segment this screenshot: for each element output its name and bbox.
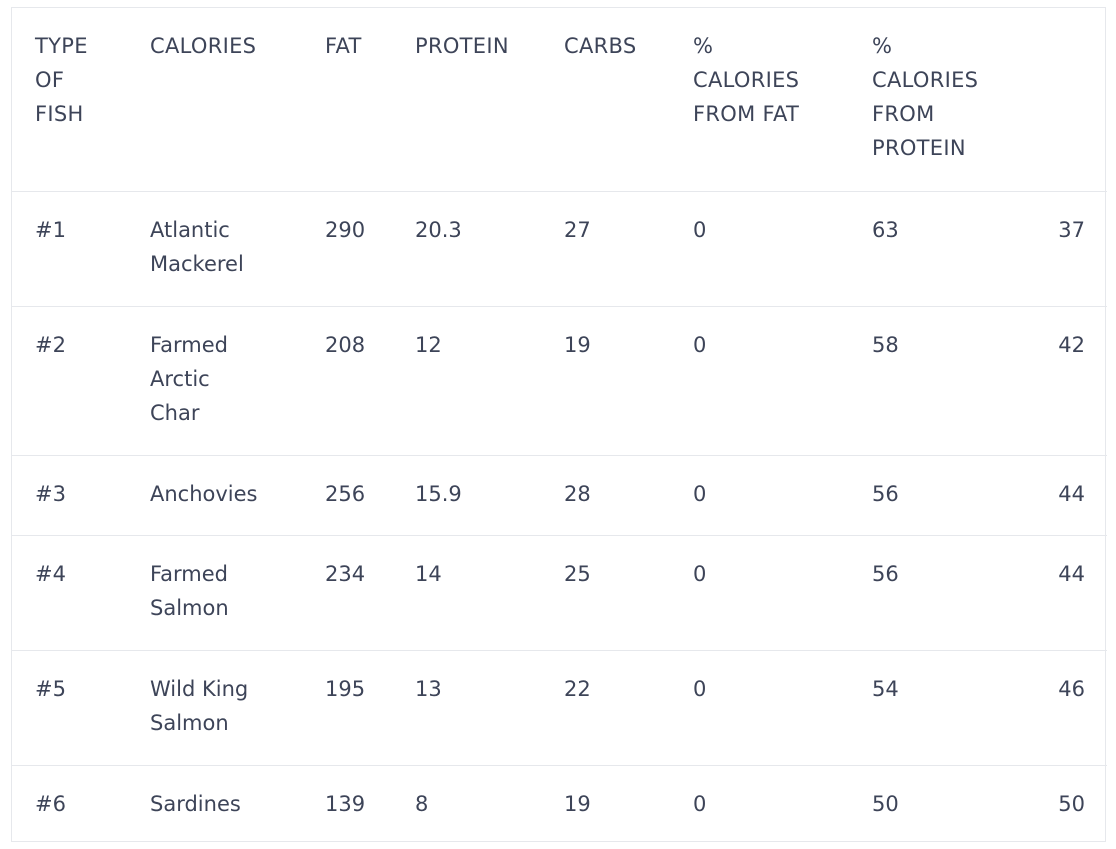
cell-value: 63 (872, 217, 899, 242)
cell-rank: #4 (35, 561, 66, 586)
cell-value: 290 (325, 217, 366, 242)
cell-value: 25 (564, 561, 591, 586)
cell-value: 46 (1058, 676, 1085, 701)
cell-value: 208 (325, 332, 366, 357)
cell-value: 44 (1058, 481, 1085, 506)
cell-fish-name: Sardines (150, 791, 241, 816)
cell-value: 22 (564, 676, 591, 701)
header-pct-calories-from-fat: % CALORIES FROM FAT (693, 34, 800, 126)
cell-value: 15.9 (415, 481, 462, 506)
cell-value: 14 (415, 561, 442, 586)
cell-value: 37 (1058, 217, 1085, 242)
cell-value: 0 (693, 791, 707, 816)
header-type-of-fish: TYPE OF FISH (35, 34, 88, 126)
header-fat: FAT (325, 34, 362, 58)
header-empty (997, 8, 1107, 191)
cell-value: 0 (693, 332, 707, 357)
cell-value: 44 (1058, 561, 1085, 586)
cell-value: 0 (693, 561, 707, 586)
cell-rank: #5 (35, 676, 66, 701)
cell-rank: #1 (35, 217, 66, 242)
cell-value: 19 (564, 332, 591, 357)
cell-value: 42 (1058, 332, 1085, 357)
header-carbs: CARBS (564, 34, 637, 58)
cell-value: 56 (872, 481, 899, 506)
cell-fish-name: Wild King Salmon (150, 676, 249, 735)
header-calories: CALORIES (150, 34, 257, 58)
cell-value: 13 (415, 676, 442, 701)
table-header-row: TYPE OF FISH CALORIES FAT PROTEIN CARBS … (12, 8, 1107, 191)
cell-rank: #6 (35, 791, 66, 816)
table-row: #6 Sardines 139 8 19 0 50 50 (12, 765, 1107, 843)
cell-value: 12 (415, 332, 442, 357)
header-pct-calories-from-protein: % CALORIES FROM PROTEIN (872, 34, 979, 160)
cell-value: 50 (872, 791, 899, 816)
cell-value: 139 (325, 791, 366, 816)
cell-value: 195 (325, 676, 366, 701)
cell-value: 28 (564, 481, 591, 506)
cell-value: 20.3 (415, 217, 462, 242)
cell-value: 0 (693, 217, 707, 242)
cell-value: 19 (564, 791, 591, 816)
cell-fish-name: Farmed Arctic Char (150, 332, 228, 425)
table-row: #1 Atlantic Mackerel 290 20.3 27 0 63 37 (12, 191, 1107, 306)
cell-value: 8 (415, 791, 429, 816)
cell-rank: #3 (35, 481, 66, 506)
cell-value: 56 (872, 561, 899, 586)
cell-rank: #2 (35, 332, 66, 357)
cell-fish-name: Atlantic Mackerel (150, 217, 244, 276)
table-row: #4 Farmed Salmon 234 14 25 0 56 44 (12, 535, 1107, 650)
cell-value: 27 (564, 217, 591, 242)
header-protein: PROTEIN (415, 34, 509, 58)
cell-value: 58 (872, 332, 899, 357)
fish-nutrition-table: TYPE OF FISH CALORIES FAT PROTEIN CARBS … (12, 8, 1107, 843)
cell-fish-name: Anchovies (150, 481, 258, 506)
fish-nutrition-table-container: TYPE OF FISH CALORIES FAT PROTEIN CARBS … (11, 7, 1107, 843)
table-row: #2 Farmed Arctic Char 208 12 19 0 58 42 (12, 306, 1107, 455)
cell-value: 0 (693, 481, 707, 506)
table-row: #3 Anchovies 256 15.9 28 0 56 44 (12, 455, 1107, 535)
cell-value: 50 (1058, 791, 1085, 816)
cell-value: 234 (325, 561, 366, 586)
cell-value: 256 (325, 481, 366, 506)
cell-fish-name: Farmed Salmon (150, 561, 229, 620)
cell-value: 0 (693, 676, 707, 701)
cell-value: 54 (872, 676, 899, 701)
table-row: #5 Wild King Salmon 195 13 22 0 54 46 (12, 650, 1107, 765)
